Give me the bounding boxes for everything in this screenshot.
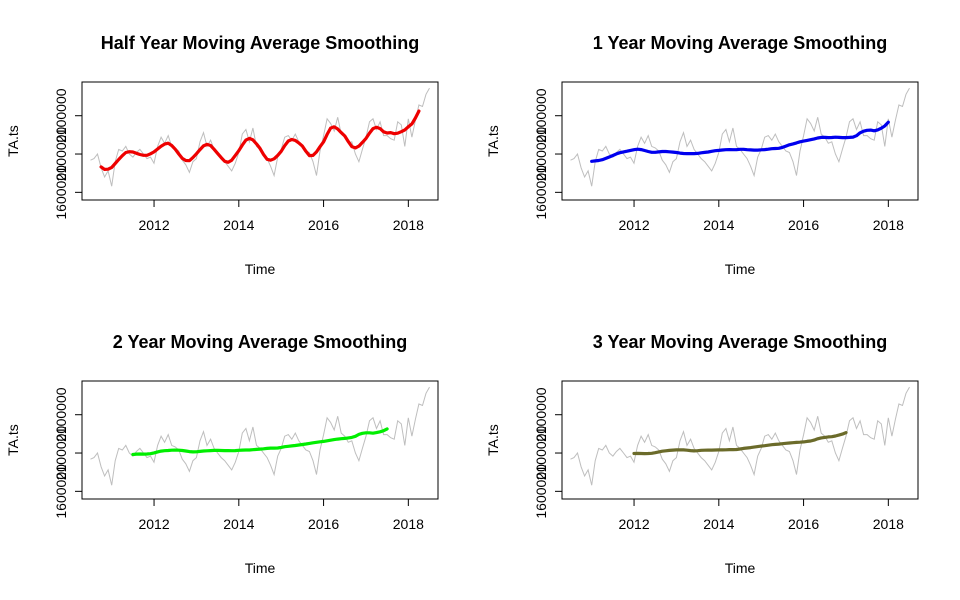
- raw-series-line: [90, 386, 430, 486]
- y-tick-label: 1600000: [533, 165, 549, 220]
- x-tick-label: 2016: [788, 516, 819, 532]
- x-axis-label: Time: [725, 560, 756, 576]
- plot-frame: [561, 81, 919, 201]
- x-tick-label: 2018: [393, 217, 424, 233]
- chart-title: Half Year Moving Average Smoothing: [101, 33, 419, 53]
- x-tick-label: 2014: [703, 516, 734, 532]
- plot-frame: [81, 380, 439, 500]
- x-axis-label: Time: [245, 560, 276, 576]
- raw-series-line: [570, 386, 910, 486]
- chart-title: 1 Year Moving Average Smoothing: [593, 33, 887, 53]
- y-axis-label: TA.ts: [485, 424, 501, 456]
- y-tick-label: 2100000: [53, 127, 69, 182]
- y-tick-label: 2100000: [53, 426, 69, 481]
- chart-panel-2: 1 Year Moving Average Smoothing 2012 2014 2…: [485, 33, 919, 277]
- smoothed-series-line: [99, 109, 421, 171]
- smoothed-series-line: [131, 427, 389, 457]
- x-tick-label: 2016: [308, 217, 339, 233]
- y-axis-label: TA.ts: [485, 125, 501, 157]
- x-axis-label: Time: [245, 261, 276, 277]
- y-tick-label: 2100000: [53, 387, 69, 442]
- y-tick-label: 2100000: [533, 426, 549, 481]
- plot-frame: [81, 81, 439, 201]
- x-tick-label: 2012: [138, 217, 169, 233]
- x-tick-label: 2018: [393, 516, 424, 532]
- chart-panel-3: 2 Year Moving Average Smoothing 2012 2014 2…: [5, 332, 439, 576]
- plot-frame: [561, 380, 919, 500]
- chart-panel-1: Half Year Moving Average Smoothing 2012 20…: [5, 33, 439, 277]
- y-tick-label: 2100000: [533, 127, 549, 182]
- y-tick-label: 2100000: [533, 387, 549, 442]
- smoothed-series-line: [590, 120, 890, 163]
- chart-title: 3 Year Moving Average Smoothing: [593, 332, 887, 352]
- raw-series-line: [90, 87, 430, 187]
- y-tick-label: 1600000: [53, 464, 69, 519]
- x-tick-label: 2016: [308, 516, 339, 532]
- x-axis-label: Time: [725, 261, 756, 277]
- x-tick-label: 2012: [618, 516, 649, 532]
- x-tick-label: 2012: [618, 217, 649, 233]
- raw-series-line: [570, 87, 910, 187]
- x-tick-label: 2018: [873, 217, 904, 233]
- y-tick-label: 2100000: [53, 88, 69, 143]
- smoothed-series-line: [632, 431, 848, 456]
- y-tick-label: 1600000: [53, 165, 69, 220]
- x-tick-label: 2016: [788, 217, 819, 233]
- chart-panel-4: 3 Year Moving Average Smoothing 2012 2014 2…: [485, 332, 919, 576]
- y-axis-label: TA.ts: [5, 424, 21, 456]
- x-tick-label: 2018: [873, 516, 904, 532]
- y-tick-label: 2100000: [533, 88, 549, 143]
- x-tick-label: 2014: [223, 217, 254, 233]
- y-axis-label: TA.ts: [5, 125, 21, 157]
- x-tick-label: 2014: [703, 217, 734, 233]
- y-tick-label: 1600000: [533, 464, 549, 519]
- chart-title: 2 Year Moving Average Smoothing: [113, 332, 407, 352]
- x-tick-label: 2012: [138, 516, 169, 532]
- x-tick-label: 2014: [223, 516, 254, 532]
